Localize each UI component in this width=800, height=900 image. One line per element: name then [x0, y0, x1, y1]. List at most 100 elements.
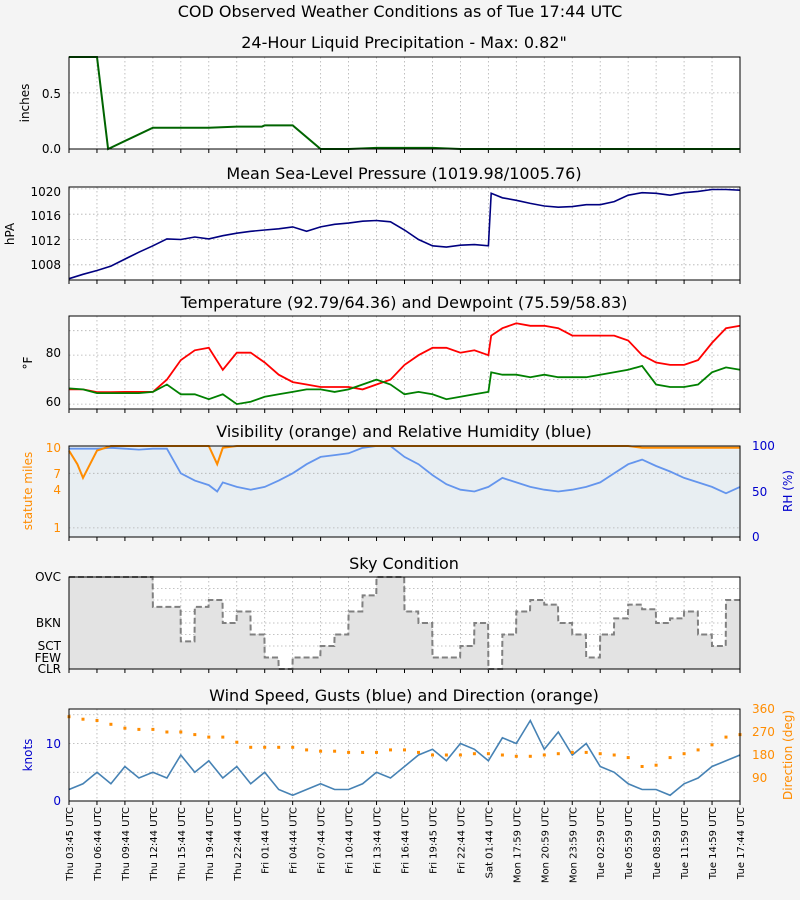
- direction-point-41: [640, 765, 644, 768]
- sky-panel: Sky Condition CLR FEW SCT BKN OVC: [35, 554, 741, 676]
- direction-point-10: [207, 735, 211, 739]
- direction-point-31: [500, 753, 504, 757]
- sky-frame: [68, 576, 741, 670]
- x-tick-label-17: Mon 20:59 UTC: [540, 807, 551, 883]
- direction-point-36: [570, 750, 574, 754]
- direction-point-14: [263, 745, 267, 749]
- wind-ytick-1: 10: [46, 737, 61, 751]
- precip-frame: [68, 56, 741, 150]
- x-tick-label-0: Thu 03:45 UTC: [65, 807, 76, 882]
- x-tick-label-9: Fri 07:44 UTC: [317, 807, 328, 874]
- direction-point-20: [347, 750, 351, 754]
- x-tick-label-2: Thu 09:44 UTC: [121, 807, 132, 882]
- direction-point-21: [361, 750, 365, 754]
- pressure-line-0: [68, 188, 741, 280]
- x-tick-label-4: Thu 15:44 UTC: [177, 807, 188, 882]
- direction-point-28: [458, 753, 462, 757]
- direction-point-39: [612, 753, 616, 757]
- x-tick-label-11: Fri 13:44 UTC: [373, 807, 384, 874]
- vis-ytick-2: 7: [53, 467, 61, 481]
- dir-ytick-0: 90: [752, 771, 767, 785]
- wind-plot-area: [69, 709, 740, 801]
- pressure-ytick-1: 1012: [30, 234, 61, 248]
- pressure-panel: Mean Sea-Level Pressure (1019.98/1005.76…: [3, 164, 741, 284]
- direction-point-7: [165, 730, 169, 734]
- direction-point-27: [444, 753, 448, 757]
- sky-ytick-ovc: OVC: [35, 570, 61, 584]
- direction-point-29: [472, 752, 476, 756]
- direction-point-24: [403, 748, 406, 752]
- dir-ytick-3: 360: [752, 702, 775, 716]
- pressure-ylabel: hPA: [3, 222, 17, 245]
- temperature-ytick-0: 60: [46, 395, 61, 409]
- dir-ytick-1: 180: [752, 748, 775, 762]
- direction-point-32: [514, 754, 518, 758]
- direction-point-4: [123, 726, 127, 730]
- precip-title: 24-Hour Liquid Precipitation - Max: 0.82…: [241, 33, 567, 52]
- direction-point-5: [137, 727, 141, 731]
- direction-point-3: [109, 722, 113, 726]
- x-tick-label-6: Thu 22:44 UTC: [233, 807, 244, 882]
- x-tick-label-18: Mon 23:59 UTC: [568, 807, 579, 883]
- wind-speed-line: [68, 718, 741, 797]
- vis-ytick-1: 4: [53, 483, 61, 497]
- direction-point-34: [542, 753, 546, 757]
- temperature-frame: [68, 315, 741, 410]
- visibility-ylabel: statute miles: [21, 452, 35, 531]
- direction-point-22: [375, 750, 378, 754]
- direction-point-6: [151, 727, 155, 731]
- x-tick-label-5: Thu 19:44 UTC: [205, 807, 216, 882]
- x-tick-label-12: Fri 16:44 UTC: [401, 807, 412, 874]
- direction-point-44: [682, 752, 686, 756]
- x-tick-label-10: Fri 10:44 UTC: [345, 807, 356, 874]
- precip-ylabel: inches: [18, 84, 32, 123]
- temperature-line-dewpoint: [68, 364, 741, 406]
- sky-line: [69, 576, 740, 670]
- sky-ytick-bkn: BKN: [36, 616, 61, 630]
- x-tick-label-13: Fri 19:45 UTC: [428, 807, 439, 874]
- precip-plot-area: [69, 57, 740, 149]
- direction-point-18: [319, 749, 323, 753]
- sky-ytick-few: FEW: [35, 651, 61, 665]
- x-tick-label-15: Sat 01:44 UTC: [484, 807, 495, 878]
- wind-panel: Wind Speed, Gusts (blue) and Direction (…: [21, 686, 795, 808]
- direction-point-16: [291, 745, 295, 749]
- direction-point-26: [431, 753, 434, 757]
- x-tick-label-3: Thu 12:44 UTC: [149, 807, 160, 882]
- direction-point-38: [598, 752, 602, 756]
- pressure-ytick-2: 1016: [30, 209, 61, 223]
- direction-point-30: [486, 752, 490, 756]
- sky-marks: [68, 576, 741, 673]
- visibility-panel: Visibility (orange) and Relative Humidit…: [21, 422, 795, 544]
- pressure-title: Mean Sea-Level Pressure (1019.98/1005.76…: [226, 164, 581, 183]
- x-tick-label-7: Fri 01:44 UTC: [261, 807, 272, 874]
- pressure-ytick-3: 1020: [30, 185, 61, 199]
- x-tick-label-1: Thu 06:44 UTC: [93, 807, 104, 882]
- visibility-frame: [68, 445, 741, 538]
- direction-point-13: [249, 745, 253, 749]
- direction-point-33: [528, 754, 532, 758]
- temperature-ytick-1: 80: [46, 346, 61, 360]
- x-tick-label-24: Tue 17:44 UTC: [736, 807, 747, 880]
- direction-point-40: [626, 756, 630, 760]
- temperature-line-temperature: [69, 322, 741, 393]
- vis-ytick-0: 1: [53, 521, 61, 535]
- direction-point-15: [277, 745, 281, 749]
- pressure-frame: [68, 186, 741, 281]
- direction-point-19: [333, 749, 337, 753]
- x-tick-label-16: Mon 17:59 UTC: [512, 807, 523, 883]
- visibility-title: Visibility (orange) and Relative Humidit…: [216, 422, 592, 441]
- precip-ytick-0: 0.0: [42, 142, 61, 156]
- direction-point-37: [584, 750, 588, 754]
- pressure-ytick-0: 1008: [30, 258, 61, 272]
- wind-ytick-0: 0: [53, 794, 61, 808]
- direction-point-23: [389, 748, 392, 752]
- direction-point-12: [235, 740, 239, 744]
- temperature-panel: Temperature (92.79/64.36) and Dewpoint (…: [21, 293, 741, 413]
- temperature-marks: [68, 316, 741, 413]
- sky-ytick-clr: CLR: [38, 662, 61, 676]
- x-tick-label-20: Tue 05:59 UTC: [624, 807, 635, 880]
- rh-ytick-1: 50: [752, 485, 767, 499]
- direction-point-9: [193, 733, 197, 737]
- x-axis-tick-labels: Thu 03:45 UTC Thu 06:44 UTC Thu 09:44 UTC T…: [65, 807, 747, 883]
